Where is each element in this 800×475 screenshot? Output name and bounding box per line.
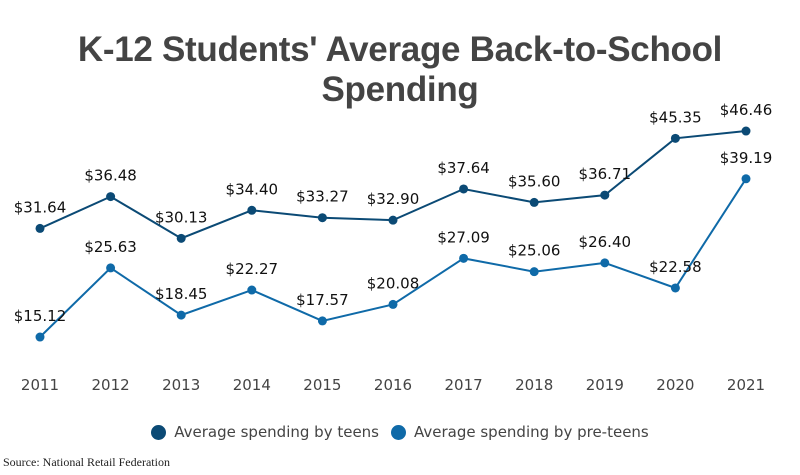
- legend-label: Average spending by pre-teens: [414, 423, 649, 441]
- data-point[interactable]: [176, 310, 186, 320]
- data-label: $37.64: [437, 159, 490, 177]
- data-label: $31.64: [14, 198, 67, 216]
- data-point[interactable]: [388, 299, 398, 309]
- data-label: $17.57: [296, 291, 349, 309]
- x-tick-label: 2017: [445, 376, 483, 394]
- data-point[interactable]: [106, 263, 116, 273]
- x-tick-label: 2016: [374, 376, 412, 394]
- x-tick-label: 2011: [21, 376, 59, 394]
- x-tick-label: 2013: [162, 376, 200, 394]
- data-point[interactable]: [670, 133, 680, 143]
- data-label: $36.48: [84, 167, 137, 185]
- data-label: $36.71: [579, 165, 632, 183]
- data-point[interactable]: [741, 174, 751, 184]
- data-point[interactable]: [741, 126, 751, 136]
- x-tick-label: 2018: [515, 376, 553, 394]
- line-chart: 2011 2012 2013 2014 2015 2016 2017 2018 2019 2020…: [14, 101, 773, 394]
- data-label: $25.63: [84, 238, 137, 256]
- x-tick-label: 2015: [303, 376, 341, 394]
- data-label: $15.12: [14, 307, 67, 325]
- data-point[interactable]: [317, 316, 327, 326]
- data-label: $30.13: [155, 208, 208, 226]
- data-point[interactable]: [600, 258, 610, 268]
- data-label: $35.60: [508, 172, 561, 190]
- x-tick-label: 2021: [727, 376, 765, 394]
- chart-title: K-12 Students' Average Back-to-School Sp…: [77, 30, 723, 109]
- data-label: $34.40: [226, 180, 279, 198]
- data-point[interactable]: [247, 285, 257, 295]
- data-point[interactable]: [388, 215, 398, 225]
- data-label: $18.45: [155, 285, 208, 303]
- data-label: $22.27: [226, 260, 279, 278]
- data-label: $32.90: [367, 190, 420, 208]
- legend-dot-icon: [151, 424, 167, 440]
- data-label: $45.35: [649, 108, 702, 126]
- data-label: $27.09: [437, 228, 490, 246]
- legend-label: Average spending by teens: [174, 423, 379, 441]
- legend-dot-icon: [391, 424, 406, 440]
- data-point[interactable]: [176, 233, 186, 243]
- legend-item-teens[interactable]: Average spending by teens: [151, 423, 379, 441]
- data-point[interactable]: [670, 283, 680, 293]
- legend-item-pre-teens[interactable]: Average spending by pre-teens: [391, 423, 649, 441]
- data-point[interactable]: [35, 223, 45, 233]
- data-point[interactable]: [600, 190, 610, 200]
- legend: Average spending by teens Average spendi…: [0, 423, 800, 441]
- data-point[interactable]: [247, 205, 257, 215]
- x-tick-label: 2019: [586, 376, 624, 394]
- data-label: $20.08: [367, 274, 420, 292]
- data-point[interactable]: [459, 184, 469, 194]
- data-point[interactable]: [529, 197, 539, 207]
- data-label: $46.46: [720, 101, 773, 119]
- source-note: Source: National Retail Federation: [3, 455, 170, 469]
- data-point[interactable]: [529, 267, 539, 277]
- x-tick-label: 2014: [233, 376, 271, 394]
- data-label: $22.58: [649, 258, 702, 276]
- data-point[interactable]: [106, 192, 116, 202]
- data-label: $39.19: [720, 149, 773, 167]
- x-tick-label: 2012: [92, 376, 130, 394]
- data-point[interactable]: [35, 332, 45, 342]
- data-label: $33.27: [296, 188, 349, 206]
- x-tick-label: 2020: [656, 376, 694, 394]
- data-point[interactable]: [317, 213, 327, 223]
- data-label: $26.40: [579, 233, 632, 251]
- data-point[interactable]: [459, 253, 469, 263]
- data-label: $25.06: [508, 242, 561, 260]
